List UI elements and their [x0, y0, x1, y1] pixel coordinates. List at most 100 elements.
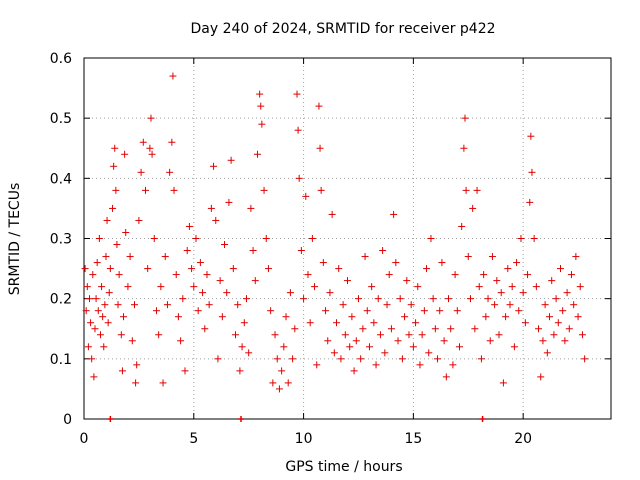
- data-point: [379, 247, 387, 255]
- data-point: [183, 247, 191, 255]
- data-point: [311, 283, 319, 291]
- data-point: [96, 331, 104, 339]
- data-point: [159, 379, 167, 387]
- data-point: [423, 265, 431, 273]
- data-point: [253, 150, 261, 158]
- y-tick-label: 0: [63, 412, 72, 428]
- data-point: [398, 355, 406, 363]
- data-point: [94, 307, 102, 315]
- data-point: [194, 307, 202, 315]
- data-point: [126, 253, 134, 261]
- data-point: [87, 319, 95, 327]
- data-point: [135, 216, 143, 224]
- data-point: [102, 253, 110, 261]
- data-point: [201, 325, 209, 333]
- data-point: [493, 277, 501, 285]
- data-point: [466, 295, 474, 303]
- data-point: [83, 283, 91, 291]
- data-point: [131, 301, 139, 309]
- data-point: [565, 325, 573, 333]
- data-point: [196, 259, 204, 267]
- data-point: [269, 379, 277, 387]
- y-tick-label: 0.3: [50, 232, 72, 248]
- data-point: [99, 313, 107, 321]
- data-point: [548, 277, 556, 285]
- data-point: [282, 313, 290, 321]
- data-point: [286, 289, 294, 297]
- data-point: [449, 361, 457, 369]
- data-point: [289, 355, 297, 363]
- data-point: [103, 216, 111, 224]
- data-point: [85, 295, 93, 303]
- data-point: [234, 301, 242, 309]
- data-point: [361, 253, 369, 261]
- data-point: [484, 295, 492, 303]
- data-point: [88, 355, 96, 363]
- data-point: [414, 283, 422, 291]
- data-point: [115, 271, 123, 279]
- data-point: [572, 253, 580, 261]
- data-point: [273, 355, 281, 363]
- data-point: [316, 144, 324, 152]
- data-point: [451, 271, 459, 279]
- data-point: [229, 265, 237, 273]
- data-point: [425, 349, 433, 357]
- data-point: [445, 295, 453, 303]
- data-point: [111, 144, 119, 152]
- data-point: [541, 301, 549, 309]
- data-point: [264, 265, 272, 273]
- data-point: [537, 373, 545, 381]
- data-point: [297, 247, 305, 255]
- data-point: [383, 301, 391, 309]
- data-point: [146, 144, 154, 152]
- data-point: [308, 235, 316, 242]
- data-point: [137, 168, 145, 176]
- data-point: [455, 343, 463, 351]
- data-point: [210, 162, 218, 170]
- data-point: [344, 277, 351, 285]
- data-point: [567, 271, 575, 279]
- data-point: [337, 355, 345, 363]
- data-point: [322, 307, 330, 315]
- data-point: [458, 222, 466, 230]
- data-point: [357, 355, 365, 363]
- data-point: [581, 355, 589, 363]
- data-point: [294, 126, 302, 134]
- data-point: [82, 307, 90, 315]
- data-point: [416, 361, 424, 369]
- data-point: [249, 247, 257, 255]
- data-point: [169, 72, 177, 80]
- data-point: [502, 313, 510, 321]
- y-tick-label: 0.6: [50, 51, 72, 67]
- data-point: [482, 313, 490, 321]
- data-point: [461, 114, 469, 122]
- data-point: [256, 90, 264, 98]
- data-point: [350, 367, 358, 375]
- data-point: [190, 283, 198, 291]
- data-point: [495, 331, 503, 339]
- chart-title: Day 240 of 2024, SRMTID for receiver p42…: [190, 21, 495, 37]
- data-point: [163, 301, 171, 309]
- data-point: [418, 331, 426, 339]
- data-point: [438, 259, 446, 267]
- data-point: [372, 361, 380, 369]
- y-tick-label: 0.4: [50, 171, 72, 187]
- data-point: [508, 283, 516, 291]
- data-point: [517, 235, 525, 242]
- data-point: [236, 367, 244, 375]
- data-point: [132, 379, 140, 387]
- data-point: [376, 331, 384, 339]
- data-point: [181, 367, 189, 375]
- data-point: [179, 295, 187, 303]
- data-point: [221, 241, 229, 249]
- y-tick-labels: 0 0.1 0.2 0.3 0.4 0.5 0.6: [50, 51, 72, 428]
- data-point: [205, 301, 213, 309]
- data-point: [144, 265, 152, 273]
- data-point: [521, 319, 529, 327]
- y-tick-label: 0.1: [50, 352, 72, 368]
- data-point: [139, 138, 147, 146]
- y-axis-label: SRMTID / TECUs: [7, 183, 23, 296]
- data-point: [348, 313, 356, 321]
- data-point: [306, 319, 314, 327]
- data-point: [436, 307, 444, 315]
